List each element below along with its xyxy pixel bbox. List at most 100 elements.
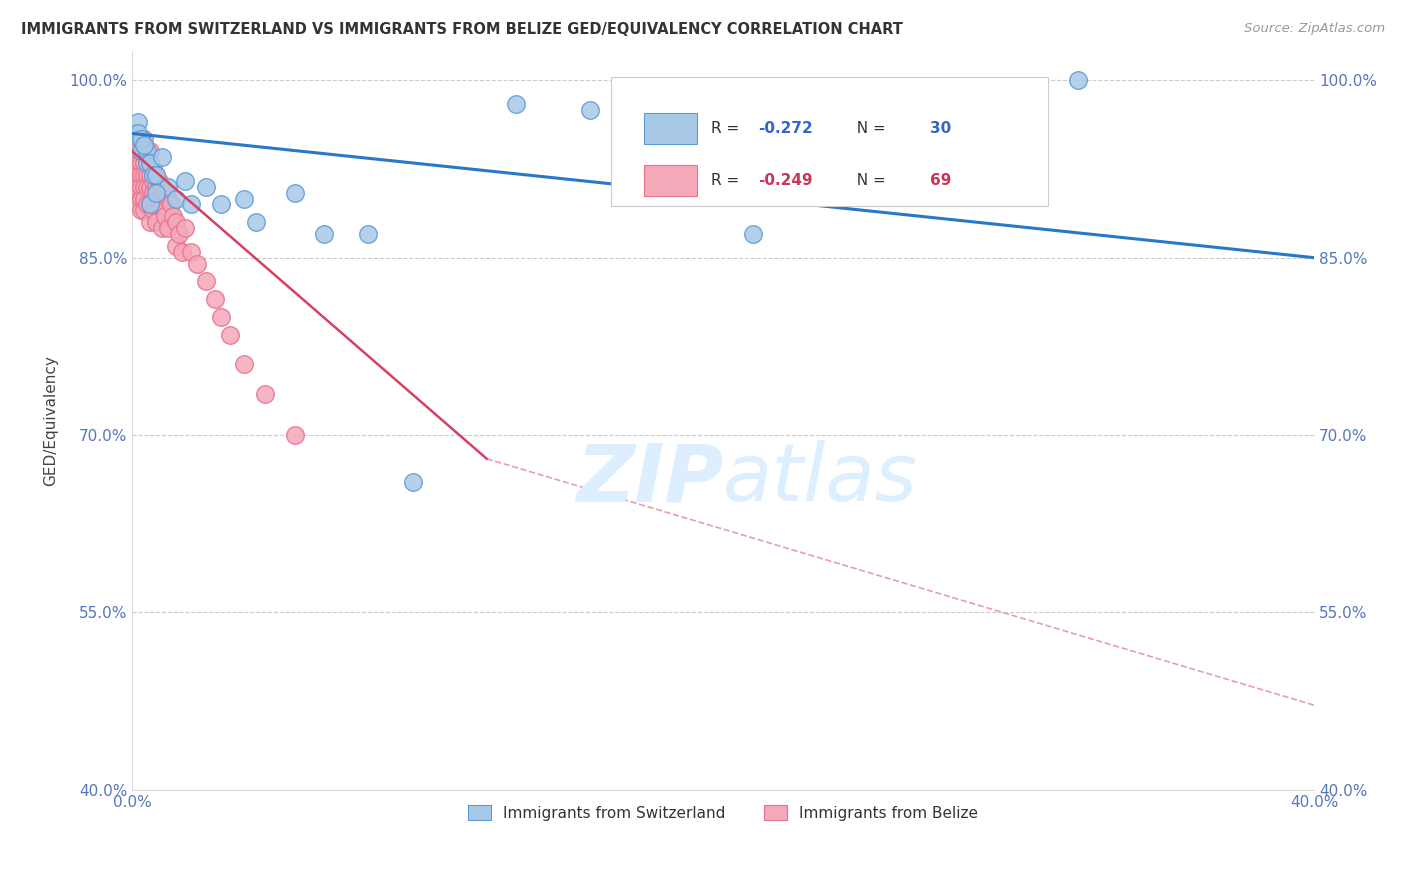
Point bbox=[139, 156, 162, 170]
Point bbox=[357, 227, 380, 241]
Point bbox=[135, 168, 157, 182]
Point bbox=[145, 197, 167, 211]
Point bbox=[142, 168, 165, 182]
Point bbox=[218, 327, 240, 342]
Point bbox=[139, 197, 162, 211]
FancyBboxPatch shape bbox=[610, 77, 1047, 206]
Point bbox=[129, 156, 152, 170]
Point bbox=[142, 161, 165, 176]
Point bbox=[245, 215, 267, 229]
Point bbox=[129, 203, 152, 218]
Point bbox=[124, 150, 146, 164]
Point bbox=[165, 239, 187, 253]
Point bbox=[159, 197, 181, 211]
Point bbox=[135, 145, 157, 159]
Point bbox=[127, 114, 149, 128]
Point bbox=[284, 428, 307, 442]
Point bbox=[194, 179, 217, 194]
Point bbox=[145, 168, 167, 182]
Point bbox=[139, 179, 162, 194]
Point bbox=[132, 138, 155, 153]
Point bbox=[129, 168, 152, 182]
Point bbox=[135, 179, 157, 194]
Point bbox=[156, 179, 179, 194]
Text: R =: R = bbox=[711, 173, 744, 188]
Point bbox=[204, 292, 226, 306]
Legend: Immigrants from Switzerland, Immigrants from Belize: Immigrants from Switzerland, Immigrants … bbox=[463, 798, 984, 827]
Point bbox=[124, 138, 146, 153]
Point bbox=[145, 179, 167, 194]
Point bbox=[145, 215, 167, 229]
Point bbox=[129, 192, 152, 206]
Text: 30: 30 bbox=[929, 121, 952, 136]
Point bbox=[148, 192, 170, 206]
Point bbox=[142, 203, 165, 218]
Text: 69: 69 bbox=[929, 173, 952, 188]
Point bbox=[209, 310, 232, 324]
Point bbox=[129, 145, 152, 159]
Point bbox=[314, 227, 336, 241]
Point bbox=[505, 96, 527, 111]
Point bbox=[153, 209, 176, 223]
Point bbox=[129, 132, 152, 146]
Point bbox=[162, 209, 184, 223]
Point bbox=[132, 132, 155, 146]
Point bbox=[132, 179, 155, 194]
Point bbox=[402, 475, 425, 490]
Point bbox=[169, 227, 191, 241]
Point bbox=[132, 192, 155, 206]
Point bbox=[135, 156, 157, 170]
Point bbox=[180, 244, 202, 259]
Point bbox=[284, 186, 307, 200]
Point bbox=[124, 161, 146, 176]
Point bbox=[579, 103, 602, 117]
Point bbox=[124, 127, 146, 141]
Point bbox=[150, 179, 173, 194]
Point bbox=[145, 186, 167, 200]
Text: IMMIGRANTS FROM SWITZERLAND VS IMMIGRANTS FROM BELIZE GED/EQUIVALENCY CORRELATIO: IMMIGRANTS FROM SWITZERLAND VS IMMIGRANT… bbox=[21, 22, 903, 37]
Point bbox=[174, 174, 197, 188]
Point bbox=[135, 156, 157, 170]
Point bbox=[233, 357, 256, 371]
Point bbox=[156, 192, 179, 206]
Point bbox=[127, 197, 149, 211]
Point bbox=[129, 145, 152, 159]
Text: atlas: atlas bbox=[723, 441, 918, 518]
Point bbox=[142, 186, 165, 200]
Point bbox=[165, 215, 187, 229]
FancyBboxPatch shape bbox=[644, 113, 697, 145]
Point bbox=[129, 132, 152, 146]
Point bbox=[156, 221, 179, 235]
Point bbox=[127, 132, 149, 146]
FancyBboxPatch shape bbox=[644, 165, 697, 196]
Text: -0.249: -0.249 bbox=[759, 173, 813, 188]
Point bbox=[150, 150, 173, 164]
Point bbox=[254, 386, 277, 401]
Point bbox=[148, 174, 170, 188]
Point bbox=[142, 174, 165, 188]
Point bbox=[139, 156, 162, 170]
Point bbox=[127, 168, 149, 182]
Point bbox=[165, 192, 187, 206]
Point bbox=[209, 197, 232, 211]
Point bbox=[135, 145, 157, 159]
Point bbox=[150, 221, 173, 235]
Point bbox=[124, 174, 146, 188]
Point bbox=[186, 256, 208, 270]
Point bbox=[139, 168, 162, 182]
Point bbox=[180, 197, 202, 211]
Point bbox=[153, 186, 176, 200]
Point bbox=[194, 274, 217, 288]
Text: -0.272: -0.272 bbox=[759, 121, 813, 136]
Text: R =: R = bbox=[711, 121, 744, 136]
Text: ZIP: ZIP bbox=[575, 441, 723, 518]
Point bbox=[150, 197, 173, 211]
Point bbox=[127, 156, 149, 170]
Point bbox=[172, 244, 194, 259]
Y-axis label: GED/Equivalency: GED/Equivalency bbox=[44, 355, 58, 486]
Point bbox=[129, 179, 152, 194]
Point bbox=[233, 192, 256, 206]
Point bbox=[135, 197, 157, 211]
Text: N =: N = bbox=[848, 121, 891, 136]
Point bbox=[132, 203, 155, 218]
